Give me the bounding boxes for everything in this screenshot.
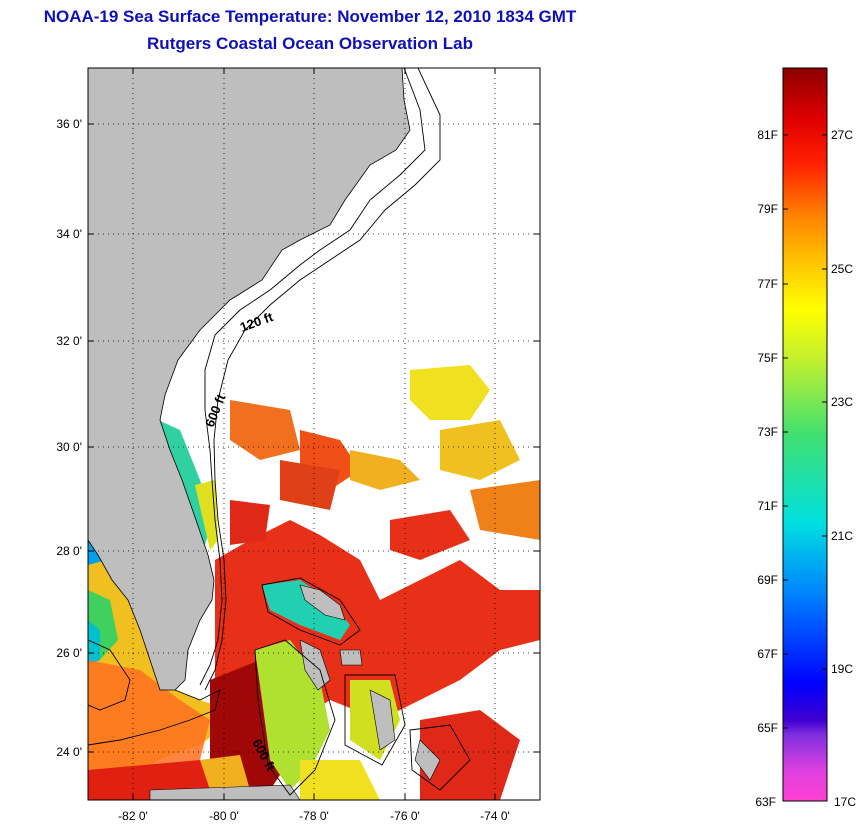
- contour-cat-island: [409, 724, 471, 791]
- contour-great-bahama-bank: [254, 639, 336, 796]
- cuba-north-coast: [149, 784, 301, 800]
- colorbar-ticks: [783, 134, 827, 729]
- contour-exuma: [344, 674, 406, 766]
- cb-f-77: 77F: [757, 277, 778, 291]
- lat-label-28: 28 0': [56, 544, 82, 558]
- colorbar: [782, 67, 828, 802]
- cb-c-21: 21C: [831, 529, 853, 543]
- sst-patch-6: [440, 420, 520, 480]
- eleuthera-island: [369, 689, 396, 751]
- lon-label-82: -82 0': [118, 809, 148, 823]
- cb-f-79: 79F: [757, 202, 778, 216]
- sst-patch-keys: [200, 755, 250, 790]
- map-subtitle: Rutgers Coastal Ocean Observation Lab: [147, 34, 473, 53]
- cb-f-67: 67F: [757, 647, 778, 661]
- land-layer: [88, 68, 441, 800]
- cb-c-23: 23C: [831, 395, 853, 409]
- contour-600ft: [204, 68, 441, 691]
- cb-c-17: 17C: [834, 795, 856, 809]
- cb-f-65: 65F: [757, 721, 778, 735]
- cat-island: [414, 739, 441, 781]
- cb-f-73: 73F: [757, 425, 778, 439]
- sst-coastal-green: [158, 420, 212, 545]
- lon-label-76: -76 0': [390, 809, 420, 823]
- cb-f-69: 69F: [757, 573, 778, 587]
- cb-f-81: 81F: [757, 128, 778, 142]
- lat-label-32: 32 0': [56, 334, 82, 348]
- cb-c-19: 19C: [831, 662, 853, 676]
- sst-patch-2: [230, 400, 300, 460]
- map-title: NOAA-19 Sea Surface Temperature: Novembe…: [43, 7, 577, 26]
- cb-f-71: 71F: [757, 499, 778, 513]
- sst-patch-8: [390, 510, 470, 560]
- grand-bahama-island: [299, 584, 346, 621]
- sst-patch-3: [280, 460, 340, 510]
- map-gridlines: [88, 68, 540, 800]
- contour-keys: [88, 689, 221, 746]
- lat-label-30: 30 0': [56, 440, 82, 454]
- sst-bank-south: [300, 760, 380, 800]
- lat-label-36: 36 0': [56, 117, 82, 131]
- sst-patch-5: [410, 365, 490, 420]
- us-mainland: [88, 68, 411, 691]
- contour-little-bahama-bank: [261, 577, 361, 646]
- sst-patch-9: [230, 500, 270, 545]
- sst-coastal-yellow: [195, 480, 218, 550]
- cb-c-25: 25C: [831, 262, 853, 276]
- new-providence-island: [339, 649, 363, 666]
- map-ticks: [88, 68, 540, 800]
- lon-label-80: -80 0': [209, 809, 239, 823]
- lat-label-24: 24 0': [56, 745, 82, 759]
- sst-patch-4: [350, 450, 420, 490]
- sst-bank-little-bahama: [262, 580, 350, 640]
- florida-bigbend: [88, 490, 98, 510]
- sst-patch-southeast: [420, 710, 520, 800]
- contour-120ft: [199, 68, 426, 686]
- bathymetry-contours: [88, 68, 471, 796]
- cb-f-63: 63F: [755, 795, 776, 809]
- contour-gulf: [88, 639, 131, 711]
- sst-gulf-orange: [88, 660, 210, 790]
- cb-c-27: 27C: [831, 128, 853, 142]
- cb-f-75: 75F: [757, 351, 778, 365]
- lon-label-74: -74 0': [480, 809, 510, 823]
- lon-label-78: -78 0': [299, 809, 329, 823]
- lat-label-26: 26 0': [56, 646, 82, 660]
- sst-patch-7: [470, 480, 540, 540]
- lat-label-34: 34 0': [56, 227, 82, 241]
